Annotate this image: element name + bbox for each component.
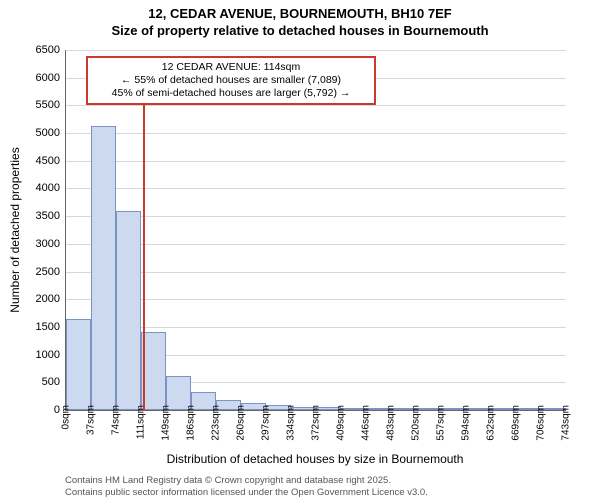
x-tick-label: 706sqm xyxy=(536,405,547,441)
x-tick-label: 409sqm xyxy=(336,405,347,441)
x-tick-label: 149sqm xyxy=(161,405,172,441)
y-tick-label: 4000 xyxy=(10,182,60,194)
y-tick-label: 4500 xyxy=(10,155,60,167)
chart-container: 12, CEDAR AVENUE, BOURNEMOUTH, BH10 7EF … xyxy=(0,0,600,500)
x-axis-label: Distribution of detached houses by size … xyxy=(65,452,565,466)
x-tick-label: 0sqm xyxy=(61,405,72,429)
gridline xyxy=(66,188,566,189)
x-tick-label: 297sqm xyxy=(261,405,272,441)
x-tick-label: 186sqm xyxy=(186,405,197,441)
footer-attribution: Contains HM Land Registry data © Crown c… xyxy=(65,475,428,498)
gridline xyxy=(66,161,566,162)
histogram-bar xyxy=(66,319,91,410)
x-tick-label: 37sqm xyxy=(86,405,97,435)
gridline xyxy=(66,272,566,273)
y-tick-label: 3500 xyxy=(10,210,60,222)
chart-area: Number of detached properties Distributi… xyxy=(65,50,565,410)
annotation-box: 12 CEDAR AVENUE: 114sqm← 55% of detached… xyxy=(86,56,376,105)
histogram-bar xyxy=(116,211,141,410)
title-line-2: Size of property relative to detached ho… xyxy=(0,23,600,40)
gridline xyxy=(66,50,566,51)
x-tick-label: 669sqm xyxy=(511,405,522,441)
annotation-line-2: ← 55% of detached houses are smaller (7,… xyxy=(94,74,368,87)
title-line-1: 12, CEDAR AVENUE, BOURNEMOUTH, BH10 7EF xyxy=(0,6,600,23)
plot-area: 0sqm37sqm74sqm111sqm149sqm186sqm223sqm26… xyxy=(65,50,566,411)
x-tick-label: 446sqm xyxy=(361,405,372,441)
gridline xyxy=(66,327,566,328)
y-tick-label: 0 xyxy=(10,404,60,416)
annotation-line-3: 45% of semi-detached houses are larger (… xyxy=(94,87,368,100)
y-tick-label: 6500 xyxy=(10,44,60,56)
y-tick-label: 3000 xyxy=(10,238,60,250)
x-tick-label: 483sqm xyxy=(386,405,397,441)
y-tick-label: 6000 xyxy=(10,72,60,84)
y-tick-label: 500 xyxy=(10,376,60,388)
x-tick-label: 74sqm xyxy=(111,405,122,435)
gridline xyxy=(66,133,566,134)
y-axis-label: Number of detached properties xyxy=(8,147,22,312)
annotation-line-1: 12 CEDAR AVENUE: 114sqm xyxy=(94,61,368,74)
x-tick-label: 334sqm xyxy=(286,405,297,441)
y-tick-label: 2000 xyxy=(10,293,60,305)
y-tick-label: 5000 xyxy=(10,127,60,139)
x-tick-label: 372sqm xyxy=(311,405,322,441)
gridline xyxy=(66,244,566,245)
property-marker-line xyxy=(143,100,145,410)
footer-line-2: Contains public sector information licen… xyxy=(65,487,428,498)
y-tick-label: 5500 xyxy=(10,99,60,111)
x-tick-label: 557sqm xyxy=(436,405,447,441)
y-tick-label: 1000 xyxy=(10,349,60,361)
x-tick-label: 594sqm xyxy=(461,405,472,441)
y-tick-label: 1500 xyxy=(10,321,60,333)
x-tick-label: 111sqm xyxy=(136,405,147,439)
x-tick-label: 520sqm xyxy=(411,405,422,441)
y-tick-label: 2500 xyxy=(10,266,60,278)
x-tick-label: 260sqm xyxy=(236,405,247,441)
x-tick-label: 743sqm xyxy=(561,405,572,441)
gridline xyxy=(66,299,566,300)
chart-title: 12, CEDAR AVENUE, BOURNEMOUTH, BH10 7EF … xyxy=(0,0,600,40)
x-tick-label: 632sqm xyxy=(486,405,497,441)
footer-line-1: Contains HM Land Registry data © Crown c… xyxy=(65,475,428,486)
gridline xyxy=(66,216,566,217)
x-tick-label: 223sqm xyxy=(211,405,222,441)
gridline xyxy=(66,105,566,106)
histogram-bar xyxy=(91,126,116,410)
